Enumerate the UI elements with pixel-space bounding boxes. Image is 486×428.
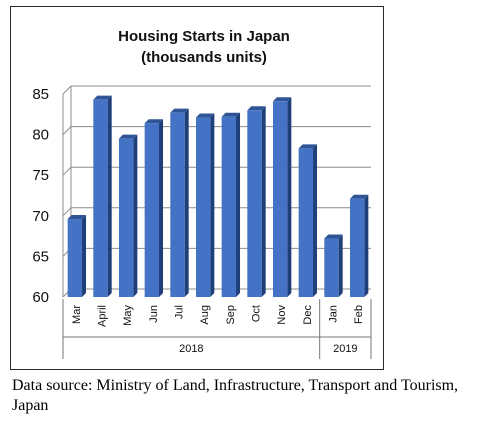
bar-chart: Housing Starts in Japan (thousands units… xyxy=(32,28,372,359)
bar-side xyxy=(313,144,318,297)
bar xyxy=(272,101,288,297)
x-category-label: Feb xyxy=(353,305,365,324)
bar-top xyxy=(67,215,87,220)
y-tick-label: 70 xyxy=(32,208,49,225)
bar-side xyxy=(210,113,215,297)
gridline-depth xyxy=(62,207,72,217)
chart-area: Housing Starts in Japan (thousands units… xyxy=(10,6,384,370)
x-category-label: Oct xyxy=(251,305,263,322)
bar-top xyxy=(195,113,215,118)
bar-top xyxy=(170,108,189,113)
bar-side xyxy=(159,119,164,298)
bar-side xyxy=(261,106,266,298)
x-category-label: Nov xyxy=(276,305,288,325)
bar xyxy=(144,123,160,298)
x-category-label: Jan xyxy=(328,305,340,323)
bar xyxy=(93,99,108,298)
x-category-label: April xyxy=(97,305,109,327)
y-tick-label: 85 xyxy=(32,86,49,103)
bar-top xyxy=(93,95,112,100)
bar-side xyxy=(133,134,138,297)
bar-side xyxy=(82,215,87,297)
bar xyxy=(118,138,134,297)
bar-side xyxy=(338,234,343,297)
bar-side xyxy=(184,108,189,298)
x-category-label: May xyxy=(122,305,134,326)
bar-top xyxy=(272,97,292,102)
x-category-label: Jun xyxy=(148,305,160,323)
bar-side xyxy=(236,112,241,298)
bar-top xyxy=(324,234,343,239)
x-category-label: Mar xyxy=(71,305,83,324)
x-category-label: Jul xyxy=(174,305,186,319)
bar-side xyxy=(107,95,112,298)
year-group-label: 2018 xyxy=(179,343,203,355)
y-tick-label: 65 xyxy=(32,248,49,265)
x-category-label: Dec xyxy=(302,305,314,325)
bar xyxy=(349,198,365,297)
year-group-label: 2019 xyxy=(333,343,357,355)
bar xyxy=(221,116,237,298)
bar-top xyxy=(349,194,369,199)
y-tick-label: 80 xyxy=(32,127,49,144)
bar-side xyxy=(287,97,292,297)
bar xyxy=(170,112,185,298)
bar-top xyxy=(221,112,241,117)
bar xyxy=(324,238,339,297)
y-tick-label: 75 xyxy=(32,167,49,184)
bar xyxy=(195,117,211,297)
y-tick-label: 60 xyxy=(32,289,49,306)
bar-top xyxy=(118,134,138,139)
x-category-label: Aug xyxy=(199,305,211,325)
gridline-depth xyxy=(62,85,72,95)
chart-title: Housing Starts in Japan xyxy=(118,28,290,45)
bar-top xyxy=(298,144,318,149)
x-category-label: Sep xyxy=(225,305,237,325)
data-source-note: Data source: Ministry of Land, Infrastru… xyxy=(12,377,459,414)
gridline-depth xyxy=(62,166,72,176)
bar-top xyxy=(247,106,266,111)
bar xyxy=(67,219,83,297)
bar xyxy=(298,148,314,297)
y-axis-ticks: 60 65 70 75 80 85 xyxy=(32,86,49,306)
x-axis-categories: Mar April May Jun Jul Aug Sep Oct Nov Dec Jan Feb xyxy=(71,305,365,328)
chart-subtitle: (thousands units) xyxy=(141,49,267,66)
bar-side xyxy=(364,194,369,297)
bar xyxy=(247,110,262,298)
gridline-depth xyxy=(62,126,72,135)
bars xyxy=(67,95,369,298)
bar-top xyxy=(144,119,164,124)
x-axis-year-groups: 2018 2019 xyxy=(62,299,372,359)
